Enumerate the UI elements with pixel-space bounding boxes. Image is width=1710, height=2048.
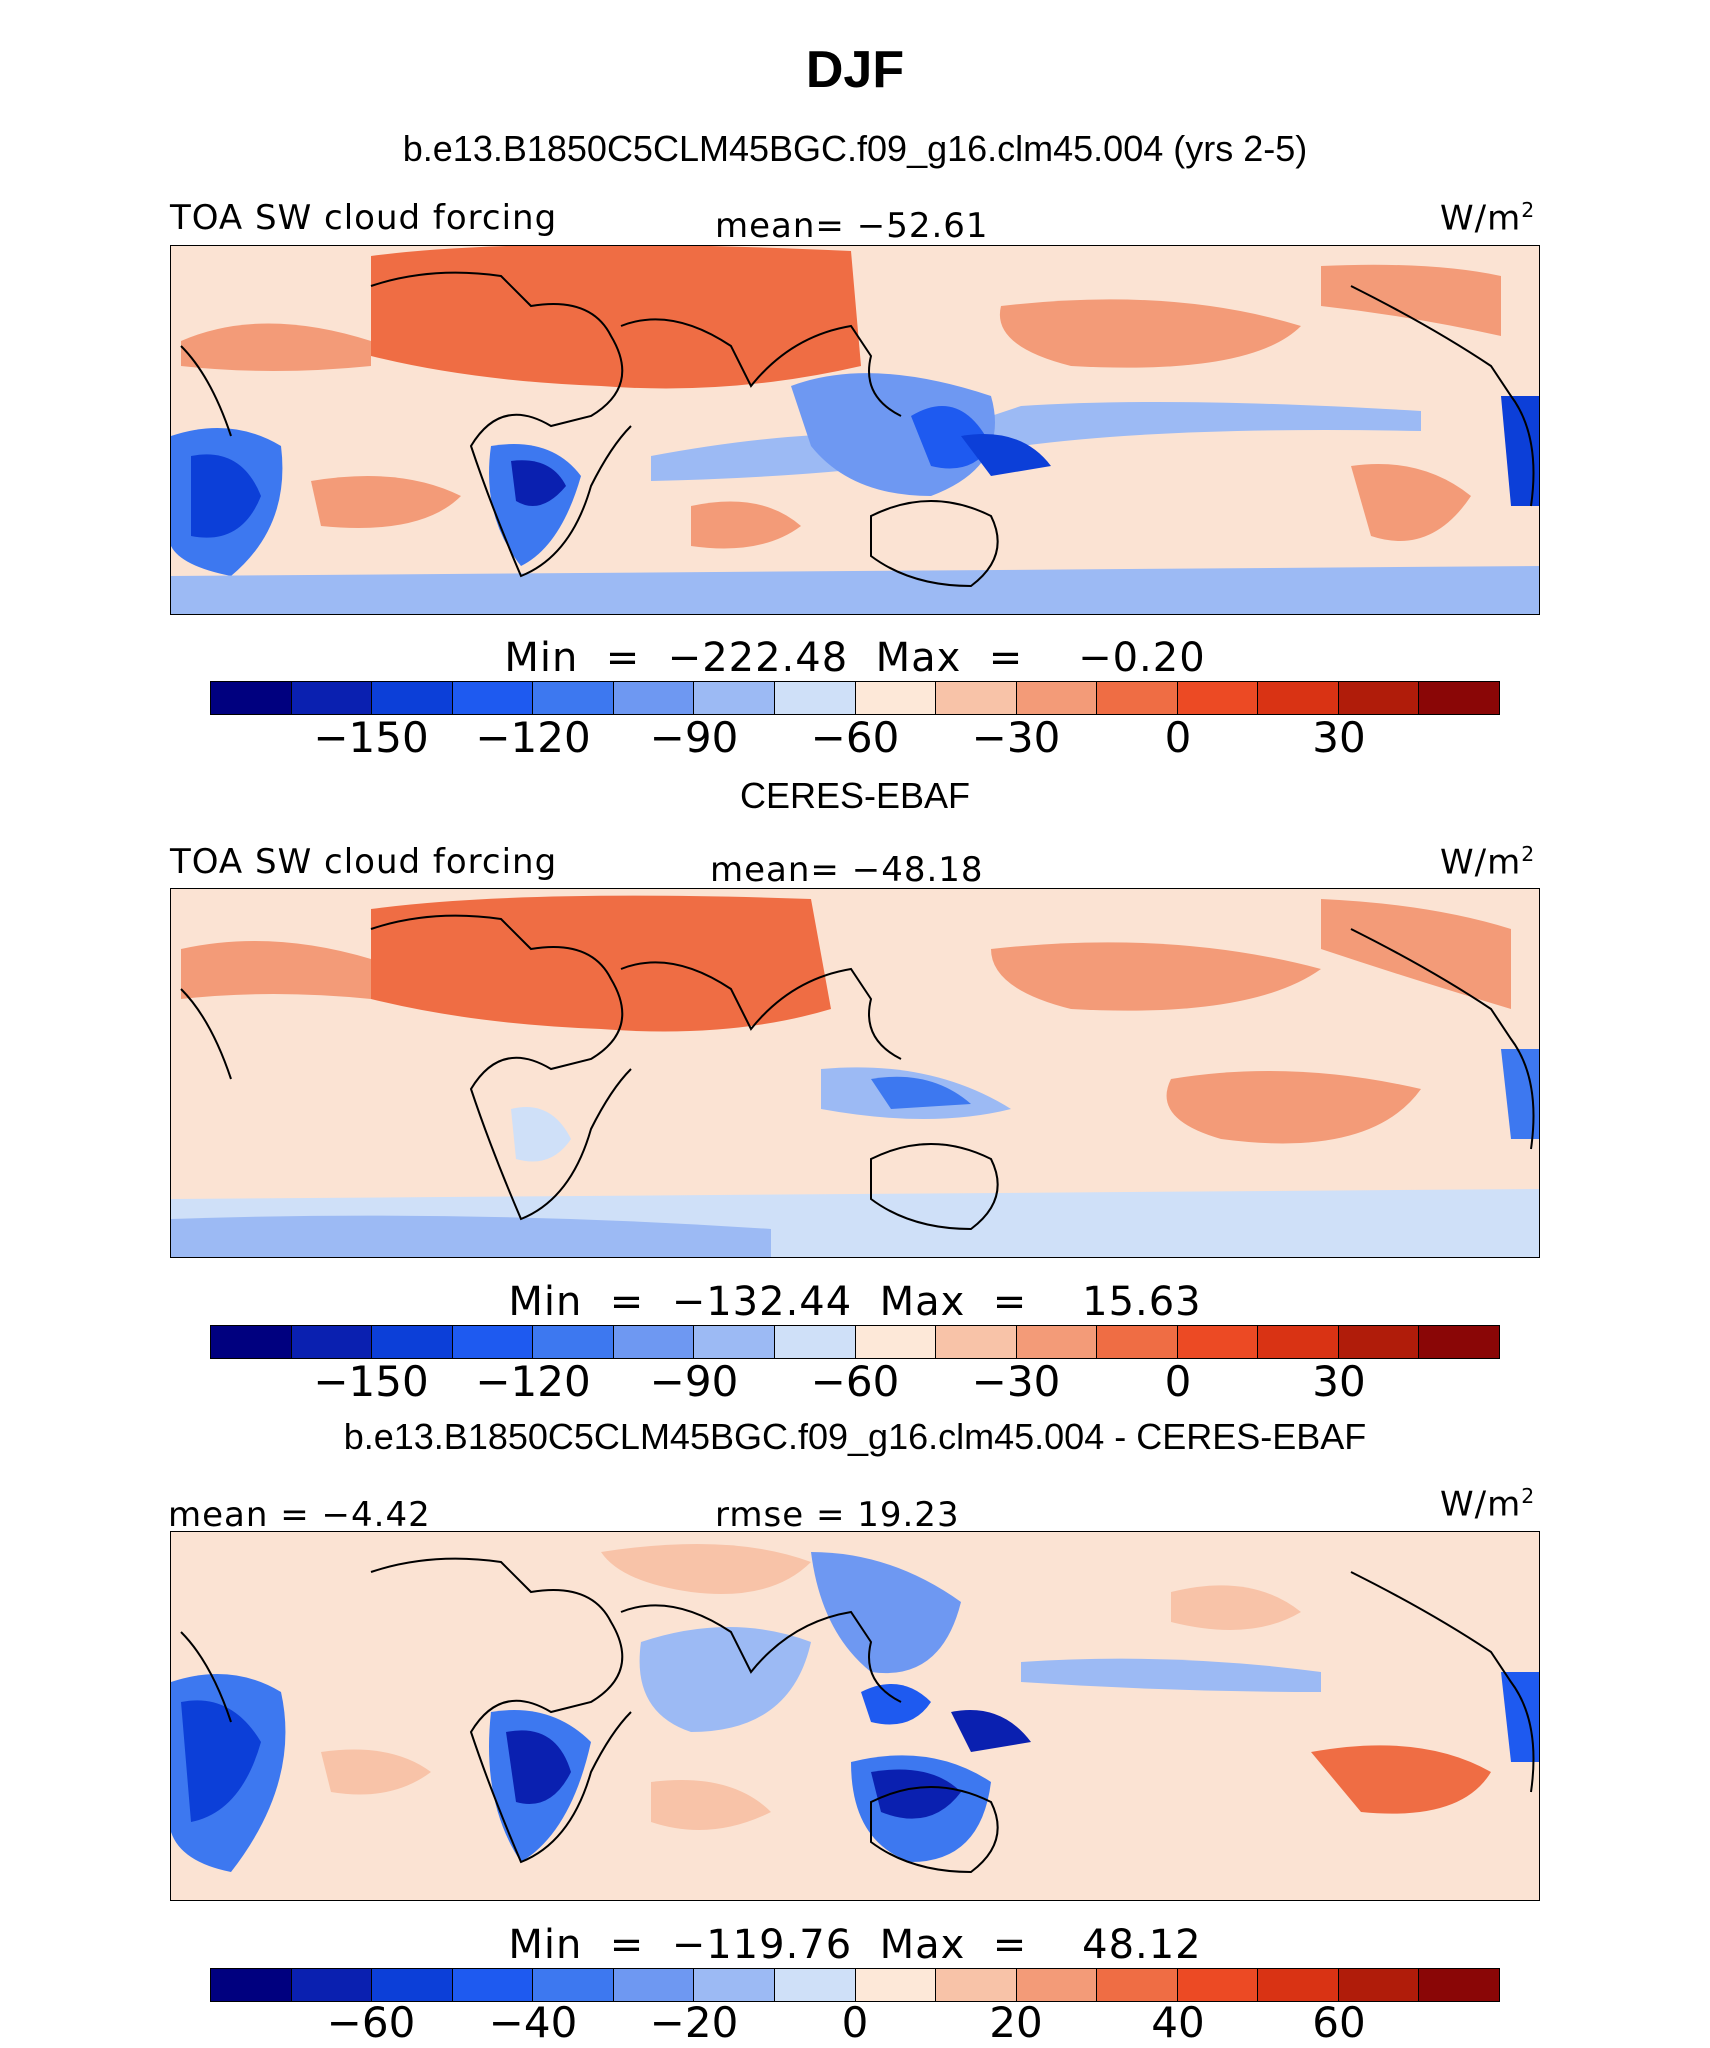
- panel1-tick: −30: [971, 713, 1061, 762]
- colorbar-swatch: [291, 1969, 373, 2001]
- colorbar-swatch: [1338, 682, 1420, 714]
- panel2-tick: −30: [971, 1357, 1061, 1406]
- colorbar-swatch: [774, 1969, 856, 2001]
- colorbar-swatch: [452, 1969, 534, 2001]
- colorbar-swatch: [936, 1326, 1017, 1358]
- panel3-tick: 60: [1312, 1998, 1366, 2047]
- colorbar-swatch: [613, 682, 695, 714]
- panel3-tick: 20: [989, 1998, 1043, 2047]
- colorbar-swatch: [1419, 1969, 1499, 2001]
- colorbar-swatch: [291, 1326, 373, 1358]
- panel3-map: [170, 1531, 1540, 1901]
- panel3-tick: −60: [326, 1998, 416, 2047]
- colorbar-swatch: [211, 1969, 292, 2001]
- panel1-colorbar: [210, 681, 1500, 715]
- colorbar-swatch: [211, 1326, 292, 1358]
- colorbar-swatch: [1097, 682, 1178, 714]
- panel2-tick: −60: [810, 1357, 900, 1406]
- colorbar-swatch: [1258, 1969, 1339, 2001]
- colorbar-swatch: [1338, 1969, 1420, 2001]
- panel3-case-title: b.e13.B1850C5CLM45BGC.f09_g16.clm45.004 …: [343, 1416, 1367, 1457]
- colorbar-swatch: [1338, 1326, 1420, 1358]
- panel1-variable-label: TOA SW cloud forcing: [170, 198, 558, 238]
- panel3-units-label: W/m2: [1440, 1484, 1536, 1525]
- panel3-tick: −20: [649, 1998, 739, 2047]
- colorbar-swatch: [1097, 1326, 1178, 1358]
- colorbar-swatch: [1419, 1326, 1499, 1358]
- panel3-rmse-label: rmse = 19.23: [715, 1495, 960, 1535]
- colorbar-swatch: [855, 1969, 937, 2001]
- figure-title: DJF: [805, 41, 905, 99]
- colorbar-swatch: [291, 682, 373, 714]
- colorbar-swatch: [774, 682, 856, 714]
- colorbar-swatch: [533, 682, 614, 714]
- panel2-colorbar: [210, 1325, 1500, 1359]
- panel1-tick: −60: [810, 713, 900, 762]
- colorbar-swatch: [694, 1969, 775, 2001]
- colorbar-swatch: [936, 1969, 1017, 2001]
- panel1-tick: −150: [313, 713, 429, 762]
- panel3-mean-label: mean = −4.42: [168, 1495, 431, 1535]
- panel3-tick: 40: [1151, 1998, 1205, 2047]
- panel3-tick: 0: [841, 1998, 869, 2047]
- panel2-mean-label: mean= −48.18: [710, 850, 984, 890]
- panel2-tick: −90: [649, 1357, 739, 1406]
- colorbar-swatch: [372, 682, 453, 714]
- colorbar-swatch: [372, 1326, 453, 1358]
- colorbar-swatch: [694, 1326, 775, 1358]
- panel1-tick: 0: [1164, 713, 1192, 762]
- colorbar-swatch: [533, 1969, 614, 2001]
- panel1-minmax: Min = −222.48 Max = −0.20: [504, 635, 1206, 681]
- colorbar-swatch: [694, 682, 775, 714]
- panel3-colorbar: [210, 1968, 1500, 2002]
- colorbar-swatch: [613, 1326, 695, 1358]
- panel2-case-title: CERES-EBAF: [739, 775, 971, 816]
- panel1-tick: −90: [649, 713, 739, 762]
- colorbar-swatch: [1016, 1326, 1098, 1358]
- panel1-case-title: b.e13.B1850C5CLM45BGC.f09_g16.clm45.004 …: [402, 128, 1308, 169]
- panel1-tick: 30: [1312, 713, 1366, 762]
- colorbar-swatch: [452, 682, 534, 714]
- panel2-map: [170, 888, 1540, 1258]
- panel2-tick: −150: [313, 1357, 429, 1406]
- colorbar-swatch: [1097, 1969, 1178, 2001]
- colorbar-swatch: [774, 1326, 856, 1358]
- colorbar-swatch: [1258, 682, 1339, 714]
- colorbar-swatch: [1177, 682, 1259, 714]
- panel2-tick: 30: [1312, 1357, 1366, 1406]
- colorbar-swatch: [1258, 1326, 1339, 1358]
- colorbar-swatch: [855, 682, 937, 714]
- panel2-minmax: Min = −132.44 Max = 15.63: [508, 1279, 1202, 1325]
- colorbar-swatch: [372, 1969, 453, 2001]
- panel2-units-label: W/m2: [1440, 842, 1536, 883]
- panel2-variable-label: TOA SW cloud forcing: [170, 842, 558, 882]
- colorbar-swatch: [1419, 682, 1499, 714]
- panel1-units-label: W/m2: [1440, 198, 1536, 239]
- colorbar-swatch: [1177, 1969, 1259, 2001]
- colorbar-swatch: [1177, 1326, 1259, 1358]
- panel3-minmax: Min = −119.76 Max = 48.12: [508, 1922, 1202, 1968]
- colorbar-swatch: [613, 1969, 695, 2001]
- panel2-tick: −120: [475, 1357, 591, 1406]
- colorbar-swatch: [1016, 1969, 1098, 2001]
- colorbar-swatch: [936, 682, 1017, 714]
- panel1-map: [170, 245, 1540, 615]
- colorbar-swatch: [452, 1326, 534, 1358]
- colorbar-swatch: [533, 1326, 614, 1358]
- panel1-mean-label: mean= −52.61: [715, 206, 989, 246]
- colorbar-swatch: [211, 682, 292, 714]
- panel1-tick: −120: [475, 713, 591, 762]
- colorbar-swatch: [855, 1326, 937, 1358]
- panel3-tick: −40: [488, 1998, 578, 2047]
- colorbar-swatch: [1016, 682, 1098, 714]
- panel2-tick: 0: [1164, 1357, 1192, 1406]
